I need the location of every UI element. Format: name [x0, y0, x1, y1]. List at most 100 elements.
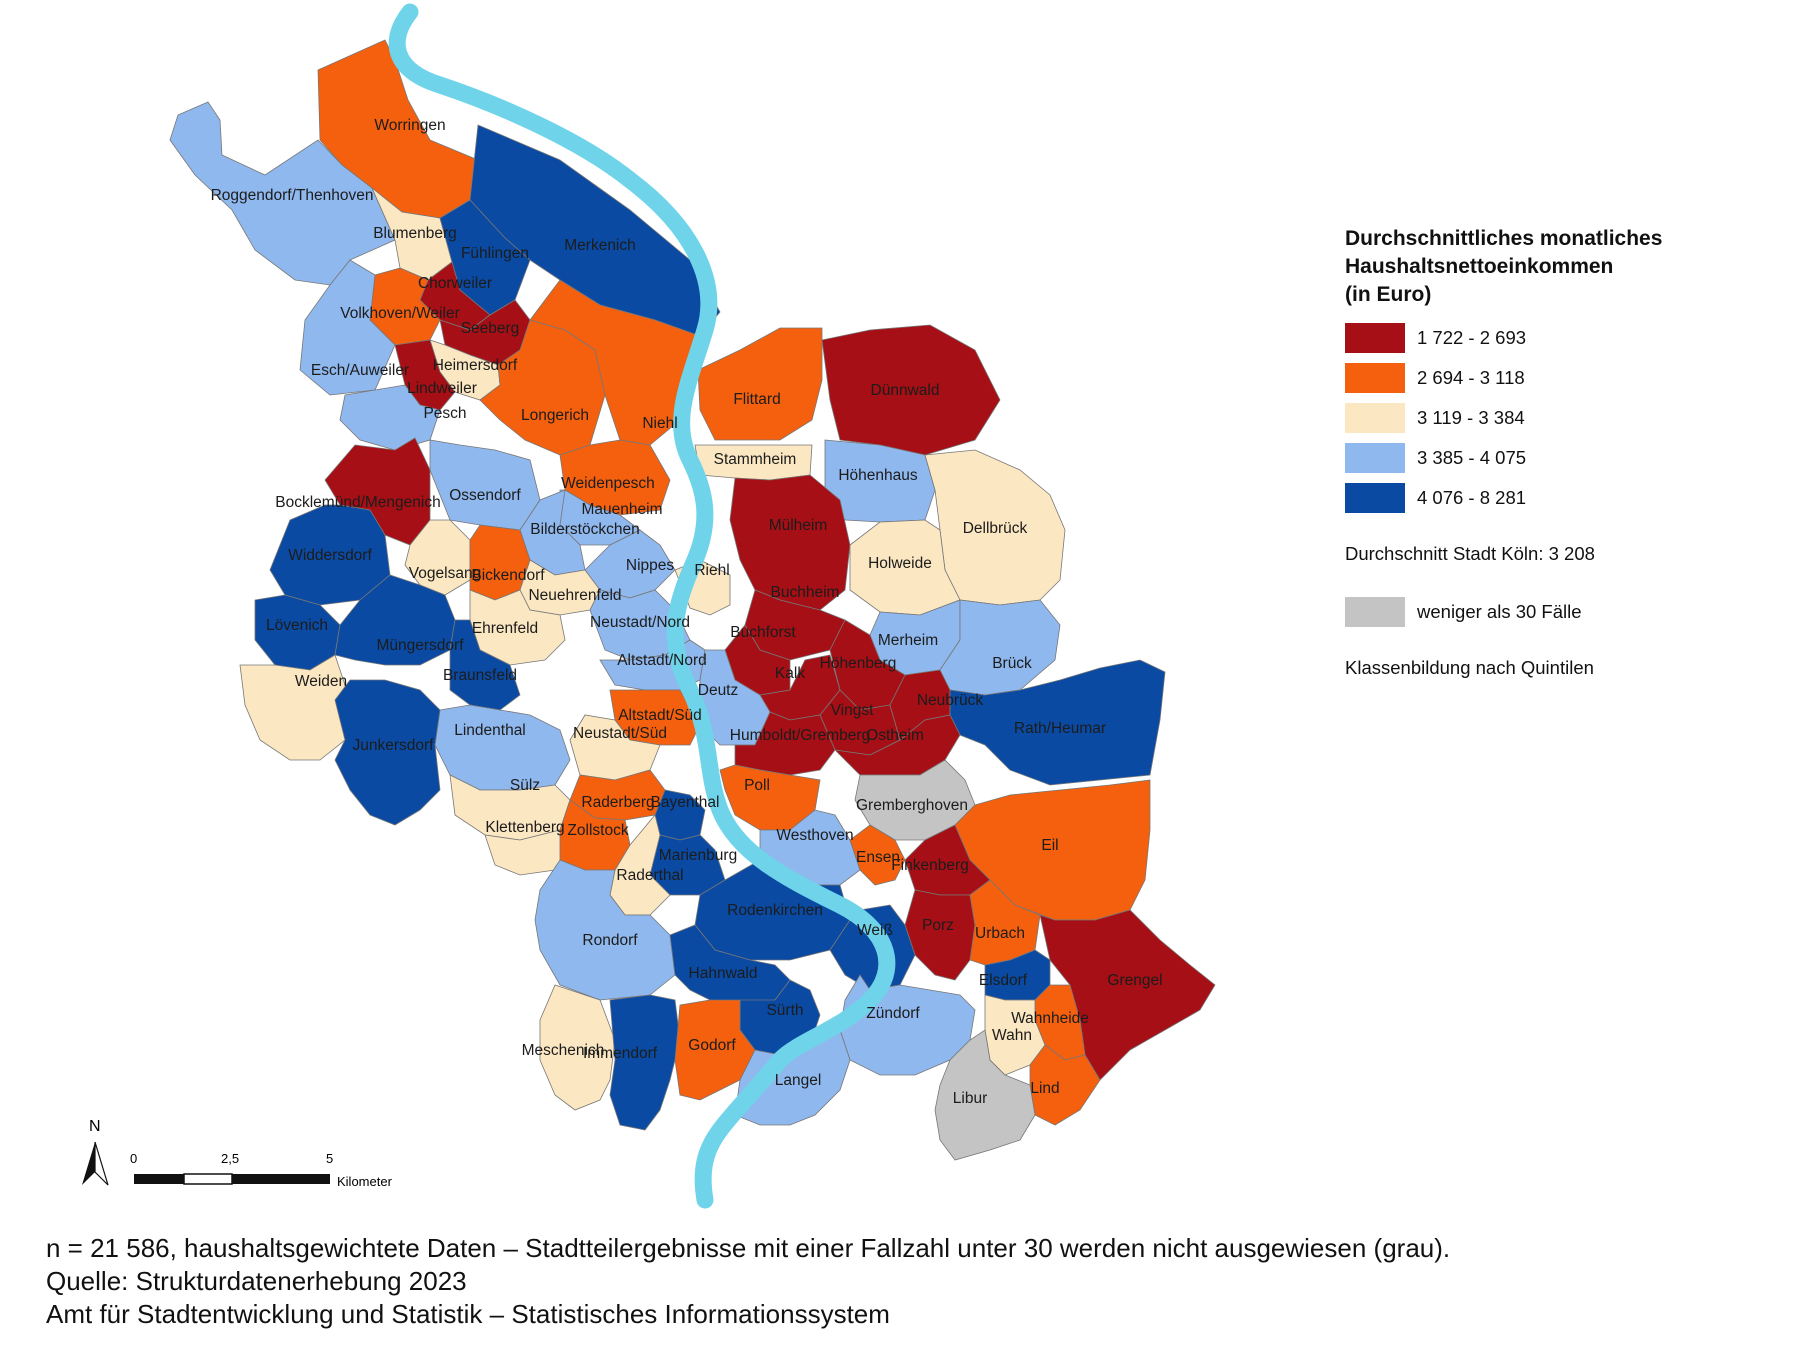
legend-swatch-5	[1345, 483, 1405, 513]
north-letter: N	[89, 1118, 101, 1135]
district-label-junkersdorf: Junkersdorf	[353, 737, 435, 754]
district-label-vogelsang: Vogelsang	[409, 565, 481, 582]
footer-source: Quelle: Strukturdatenerhebung 2023	[46, 1266, 467, 1296]
legend-class-2: 2 694 - 3 118	[1345, 363, 1525, 393]
district-label-esch-auweiler: Esch/Auweiler	[311, 362, 409, 379]
district-label-neubrück: Neubrück	[917, 692, 984, 709]
footer-sample-note: n = 21 586, haushaltsgewichtete Daten – …	[46, 1233, 1451, 1263]
district-label-ossendorf: Ossendorf	[449, 487, 521, 504]
legend-average: Durchschnitt Stadt Köln: 3 208	[1345, 543, 1595, 564]
district-label-marienburg: Marienburg	[659, 847, 737, 864]
district-label-lövenich: Lövenich	[266, 617, 328, 634]
district-label-neuehrenfeld: Neuehrenfeld	[528, 587, 621, 604]
district-label-merheim: Merheim	[878, 632, 938, 649]
legend-no-data-label: weniger als 30 Fälle	[1417, 601, 1582, 622]
district-mülheim	[729, 474, 851, 611]
district-label-rath-heumar: Rath/Heumar	[1014, 720, 1106, 737]
district-label-braunsfeld: Braunsfeld	[443, 667, 517, 684]
legend-title-line-1: Durchschnittliches monatliches	[1345, 227, 1663, 250]
district-label-stammheim: Stammheim	[714, 451, 797, 468]
district-label-flittard: Flittard	[733, 391, 780, 408]
legend-swatch-2	[1345, 363, 1405, 393]
legend-label-3: 3 119 - 3 384	[1417, 407, 1525, 428]
district-label-neustadt-nord: Neustadt/Nord	[590, 614, 690, 631]
legend-swatch-1	[1345, 323, 1405, 353]
district-label-gremberghoven: Gremberghoven	[856, 797, 968, 814]
footer: n = 21 586, haushaltsgewichtete Daten – …	[46, 1232, 1450, 1331]
district-label-dellbrück: Dellbrück	[963, 520, 1028, 537]
district-braunsfeld	[449, 619, 521, 711]
district-label-longerich: Longerich	[521, 407, 589, 424]
scale-tick-2_5: 2,5	[221, 1151, 239, 1166]
district-label-humboldt-gremberg: Humboldt/Gremberg	[730, 727, 870, 744]
district-label-grengel: Grengel	[1107, 972, 1162, 989]
district-pesch	[339, 384, 441, 451]
district-ossendorf	[429, 439, 541, 531]
district-label-blumenberg: Blumenberg	[373, 225, 457, 242]
district-label-worringen: Worringen	[374, 117, 445, 134]
district-label-altstadt-nord: Altstadt/Nord	[617, 652, 707, 669]
district-label-höhenberg: Höhenberg	[820, 655, 897, 672]
district-label-buchforst: Buchforst	[730, 624, 796, 641]
legend-label-2: 2 694 - 3 118	[1417, 367, 1525, 388]
district-label-lindweiler: Lindweiler	[407, 380, 477, 397]
scale-tick-0: 0	[130, 1151, 137, 1166]
district-label-deutz: Deutz	[698, 682, 739, 699]
district-label-sürth: Sürth	[766, 1002, 803, 1019]
district-junkersdorf	[334, 679, 441, 826]
district-porz	[904, 889, 976, 981]
district-rath-heumar	[949, 659, 1166, 786]
district-label-pesch: Pesch	[423, 405, 466, 422]
district-label-mauenheim: Mauenheim	[582, 501, 663, 518]
district-label-wahn: Wahn	[992, 1027, 1032, 1044]
district-label-widdersdorf: Widdersdorf	[288, 547, 372, 564]
district-label-müngersdorf: Müngersdorf	[376, 637, 464, 654]
district-label-bayenthal: Bayenthal	[651, 794, 720, 811]
legend-class-1: 1 722 - 2 693	[1345, 323, 1526, 353]
district-label-rondorf: Rondorf	[582, 932, 638, 949]
river-rhine	[388, 3, 896, 1209]
legend-class-4: 3 385 - 4 075	[1345, 443, 1526, 473]
choropleth-map: Worringen Roggendorf/Thenhoven Blumenberg M…	[82, 3, 1216, 1209]
district-label-langel: Langel	[775, 1072, 822, 1089]
district-label-meschenich: Meschenich	[522, 1042, 605, 1059]
legend-no-data: weniger als 30 Fälle	[1345, 597, 1582, 627]
district-holweide	[849, 519, 961, 616]
district-label-wahnheide: Wahnheide	[1011, 1010, 1089, 1027]
legend-label-4: 3 385 - 4 075	[1417, 447, 1527, 468]
district-label-riehl: Riehl	[694, 562, 729, 579]
district-label-volkhoven-weiler: Volkhoven/Weiler	[340, 305, 459, 322]
district-label-buchheim: Buchheim	[771, 584, 840, 601]
district-label-ehrenfeld: Ehrenfeld	[472, 620, 538, 637]
district-label-zündorf: Zündorf	[866, 1005, 920, 1022]
legend-swatch-3	[1345, 403, 1405, 433]
district-label-roggendorf-thenhoven: Roggendorf/Thenhoven	[211, 187, 374, 204]
legend-classification: Klassenbildung nach Quintilen	[1345, 657, 1594, 678]
district-label-nippes: Nippes	[626, 557, 674, 574]
district-weiden	[239, 654, 351, 761]
district-label-bilderstöckchen: Bilderstöckchen	[530, 521, 639, 538]
district-esch-auweiler	[299, 259, 396, 396]
district-label-merkenich: Merkenich	[564, 237, 636, 254]
north-arrow: N	[82, 1118, 109, 1186]
district-label-lind: Lind	[1030, 1080, 1059, 1097]
district-label-porz: Porz	[922, 917, 954, 934]
district-label-westhoven-weiß: Weiß	[857, 922, 893, 939]
district-hahnwald	[669, 924, 791, 1006]
district-label-altstadt-süd: Altstadt/Süd	[618, 707, 702, 724]
scale-bar: 0 2,5 5 Kilometer	[130, 1151, 393, 1189]
district-label-raderberg: Raderberg	[581, 794, 654, 811]
district-label-bocklemünd-mengenich: Bocklemünd/Mengenich	[275, 494, 440, 511]
district-label-westhoven: Westhoven	[776, 827, 853, 844]
district-polygons	[169, 39, 1216, 1161]
district-label-eil: Eil	[1041, 837, 1058, 854]
legend-title-line-2: Haushaltsnettoeinkommen	[1345, 255, 1614, 278]
district-label-bickendorf: Bickendorf	[471, 567, 545, 584]
district-libur	[934, 1029, 1036, 1161]
district-label-klettenberg: Klettenberg	[485, 819, 564, 836]
district-label-neustadt-süd: Neustadt/Süd	[573, 725, 667, 742]
footer-publisher: Amt für Stadtentwicklung und Statistik –…	[46, 1299, 890, 1329]
district-label-urbach: Urbach	[975, 925, 1025, 942]
district-label-kalk: Kalk	[775, 665, 805, 682]
district-ensen	[849, 824, 906, 886]
